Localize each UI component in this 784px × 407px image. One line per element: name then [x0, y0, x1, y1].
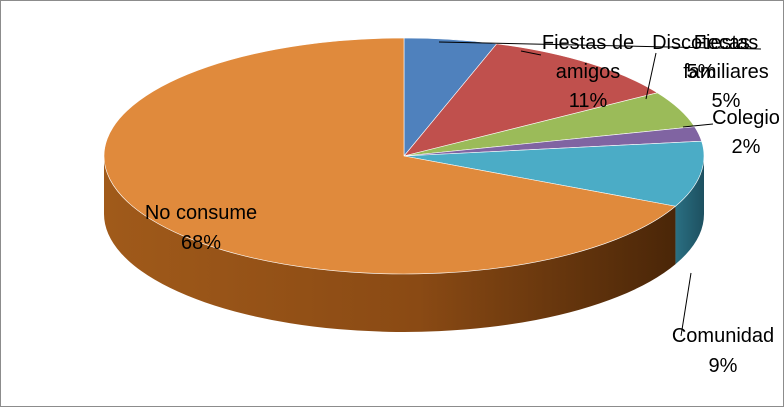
- data-label-percent-fiestas-familiares: 5%: [712, 90, 741, 112]
- slice-no-consume: [103, 37, 677, 275]
- slice-side-comunidad: [675, 156, 704, 265]
- leader-line-fiestas-de-amigos: [520, 50, 542, 56]
- data-label-name-fiestas-familiares: familiares: [683, 61, 769, 83]
- data-label-percent-no-consume: 68%: [181, 232, 221, 254]
- leader-line-comunidad: [680, 272, 692, 337]
- leader-lines: [438, 41, 762, 337]
- pie-tops: [103, 37, 705, 275]
- leader-line-colegio: [682, 123, 714, 128]
- data-label-percent-discotecas: 5%: [687, 61, 716, 83]
- data-label-name-no-consume: No consume: [145, 202, 257, 224]
- data-label-name-fiestas-de-amigos: amigos: [556, 61, 620, 83]
- data-label-name-colegio: Colegio: [712, 107, 780, 129]
- slice-comunidad: [403, 140, 705, 207]
- data-label-name-discotecas: Discotecas: [652, 32, 750, 54]
- pie-sides: [103, 156, 704, 332]
- data-label-percent-colegio: 2%: [732, 136, 761, 158]
- data-label-name-fiestas-de-amigos: Fiestas de: [542, 32, 634, 54]
- slice-side-no-consume: [103, 156, 676, 332]
- data-label-percent-comunidad: 9%: [709, 355, 738, 377]
- data-label-name-comunidad: Comunidad: [672, 325, 774, 347]
- leader-line-discotecas: [645, 52, 657, 100]
- data-label-percent-fiestas-de-amigos: 11%: [569, 90, 608, 112]
- leader-line-fiestas-familiares: [438, 41, 762, 50]
- data-label-name-fiestas-familiares: Fiestas: [694, 32, 758, 54]
